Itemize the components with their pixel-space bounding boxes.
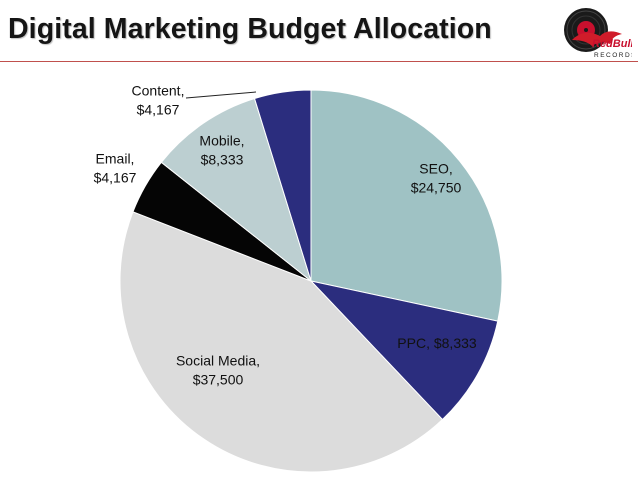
data-label-line: $37,500	[193, 372, 244, 388]
data-label-line: SEO,	[419, 161, 452, 177]
data-label-line: Email,	[96, 151, 135, 167]
data-label-line: PPC, $8,333	[397, 335, 477, 351]
data-label-social-media: Social Media, $37,500	[176, 353, 260, 388]
data-label-line: Mobile,	[199, 133, 244, 149]
data-label-line: Content,	[132, 83, 185, 99]
pie-slice-ppc	[309, 280, 499, 421]
data-label-mobile: Mobile, $8,333	[199, 133, 244, 168]
pie-slice-mobile	[160, 97, 312, 283]
data-label-line: $4,167	[137, 102, 180, 118]
pie-slices	[119, 89, 503, 473]
pie-slice-social-media	[119, 211, 444, 473]
data-label-seo: SEO, $24,750	[411, 161, 462, 196]
data-label-line: Social Media,	[176, 353, 260, 369]
content-leader-line	[185, 91, 257, 99]
data-label-line: $24,750	[411, 180, 462, 196]
data-label-content: Content, $4,167	[132, 83, 185, 118]
data-labels: SEO, $24,750 PPC, $8,333 Social Media, $37,5…	[94, 83, 477, 388]
svg-text:RedBull: RedBull	[592, 38, 632, 50]
data-label-line: $8,333	[201, 152, 244, 168]
page-title: Digital Marketing Budget Allocation	[8, 13, 492, 45]
data-label-email: Email, $4,167	[94, 151, 137, 186]
data-label-ppc: PPC, $8,333	[397, 335, 477, 351]
pie-slice-seo	[310, 89, 503, 322]
title-divider	[0, 61, 638, 62]
pie-slice-content	[253, 89, 312, 282]
data-label-line: $4,167	[94, 170, 137, 186]
